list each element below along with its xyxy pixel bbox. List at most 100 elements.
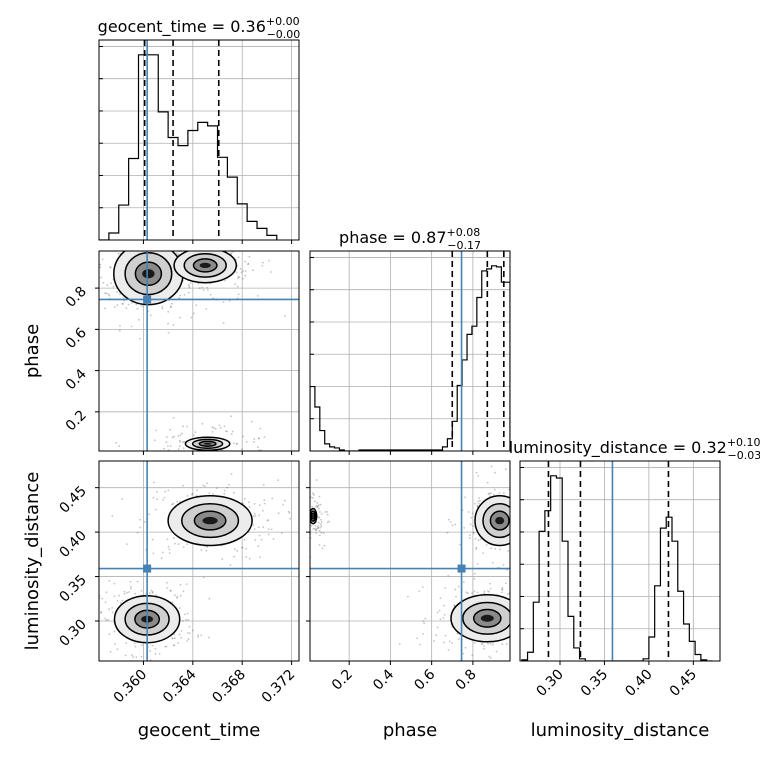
sample-point (186, 612, 189, 615)
sample-point (177, 229, 179, 231)
sample-point (117, 252, 120, 255)
sample-point (202, 289, 205, 291)
sample-point (177, 543, 180, 546)
sample-point (95, 611, 97, 613)
sample-point (104, 617, 107, 620)
sample-point (237, 256, 240, 259)
sample-point (151, 232, 153, 234)
sample-point (516, 499, 518, 501)
sample-point (525, 620, 527, 622)
sample-point (191, 492, 194, 495)
sample-point (522, 516, 524, 518)
sample-point (320, 518, 322, 521)
contour-level-4 (480, 614, 494, 622)
sample-point (267, 248, 269, 250)
sample-point (128, 244, 130, 246)
sample-point (159, 247, 161, 249)
sample-point (491, 643, 494, 646)
sample-point (523, 526, 525, 528)
sample-point (528, 497, 530, 499)
sample-point (173, 644, 175, 647)
x-tick-label-geocent_time: 0.364 (160, 666, 200, 706)
sample-point (142, 247, 144, 249)
sample-point (176, 595, 179, 598)
sample-point (189, 236, 191, 238)
sample-point (513, 612, 515, 614)
sample-point (105, 292, 108, 295)
sample-point (187, 638, 190, 641)
sample-point (315, 529, 317, 531)
sample-point (161, 306, 164, 308)
sample-point (307, 496, 309, 498)
sample-point (122, 303, 124, 305)
sample-point (162, 499, 164, 501)
sample-point (185, 618, 187, 621)
sample-point (447, 649, 450, 651)
sample-point (235, 442, 238, 445)
sample-point (488, 591, 490, 593)
sample-point (514, 504, 516, 506)
sample-point (319, 503, 322, 506)
sample-point (489, 588, 492, 590)
sample-point (542, 597, 544, 599)
contour-level-4 (495, 516, 505, 525)
sample-point (202, 484, 205, 487)
sample-point (111, 611, 114, 614)
sample-point (171, 637, 174, 640)
sample-point (499, 548, 501, 551)
sample-point (100, 611, 103, 613)
sample-point (562, 622, 564, 624)
sample-point (180, 637, 183, 639)
sample-point (191, 236, 193, 238)
sample-point (187, 227, 189, 229)
sample-point (161, 307, 164, 310)
sample-point (238, 221, 240, 223)
sample-point (301, 462, 303, 464)
y-tick-label-phase: 0.4 (63, 366, 90, 393)
sample-point (90, 242, 92, 244)
sample-point (188, 286, 191, 289)
sample-point (155, 429, 158, 432)
sample-point (553, 534, 555, 536)
sample-point (209, 245, 211, 247)
sample-point (257, 545, 260, 548)
sample-point (318, 516, 321, 519)
sample-point (259, 427, 262, 430)
sample-point (117, 472, 119, 474)
sample-point (283, 499, 286, 502)
sample-point (466, 592, 469, 594)
sample-point (190, 316, 193, 319)
histogram-steps (99, 54, 278, 240)
scatter-panel-phase-vs-luminosity_distance (306, 460, 564, 665)
sample-point (178, 445, 181, 447)
sample-point (511, 605, 513, 607)
sample-point (326, 511, 328, 513)
x-tick-label-luminosity_distance: 0.30 (533, 667, 566, 700)
sample-point (458, 638, 460, 641)
sample-point (476, 562, 479, 565)
sample-point (169, 305, 172, 308)
sample-point (161, 551, 164, 554)
sample-point (451, 642, 454, 644)
sample-point (469, 537, 471, 539)
sample-point (475, 546, 478, 549)
sample-point (132, 451, 134, 453)
panel-contents (95, 461, 299, 661)
sample-point (528, 591, 530, 593)
sample-point (320, 523, 322, 525)
sample-point (507, 550, 510, 552)
sample-point (421, 586, 424, 588)
sample-point (312, 528, 315, 530)
sample-point (206, 286, 208, 289)
sample-point (247, 263, 249, 266)
sample-point (154, 467, 156, 469)
sample-point (169, 428, 172, 431)
sample-point (186, 495, 189, 497)
sample-point (473, 642, 476, 644)
sample-point (160, 557, 163, 560)
sample-point (474, 502, 476, 505)
sample-point (188, 632, 191, 635)
sample-point (454, 588, 457, 591)
sample-point (489, 492, 492, 495)
